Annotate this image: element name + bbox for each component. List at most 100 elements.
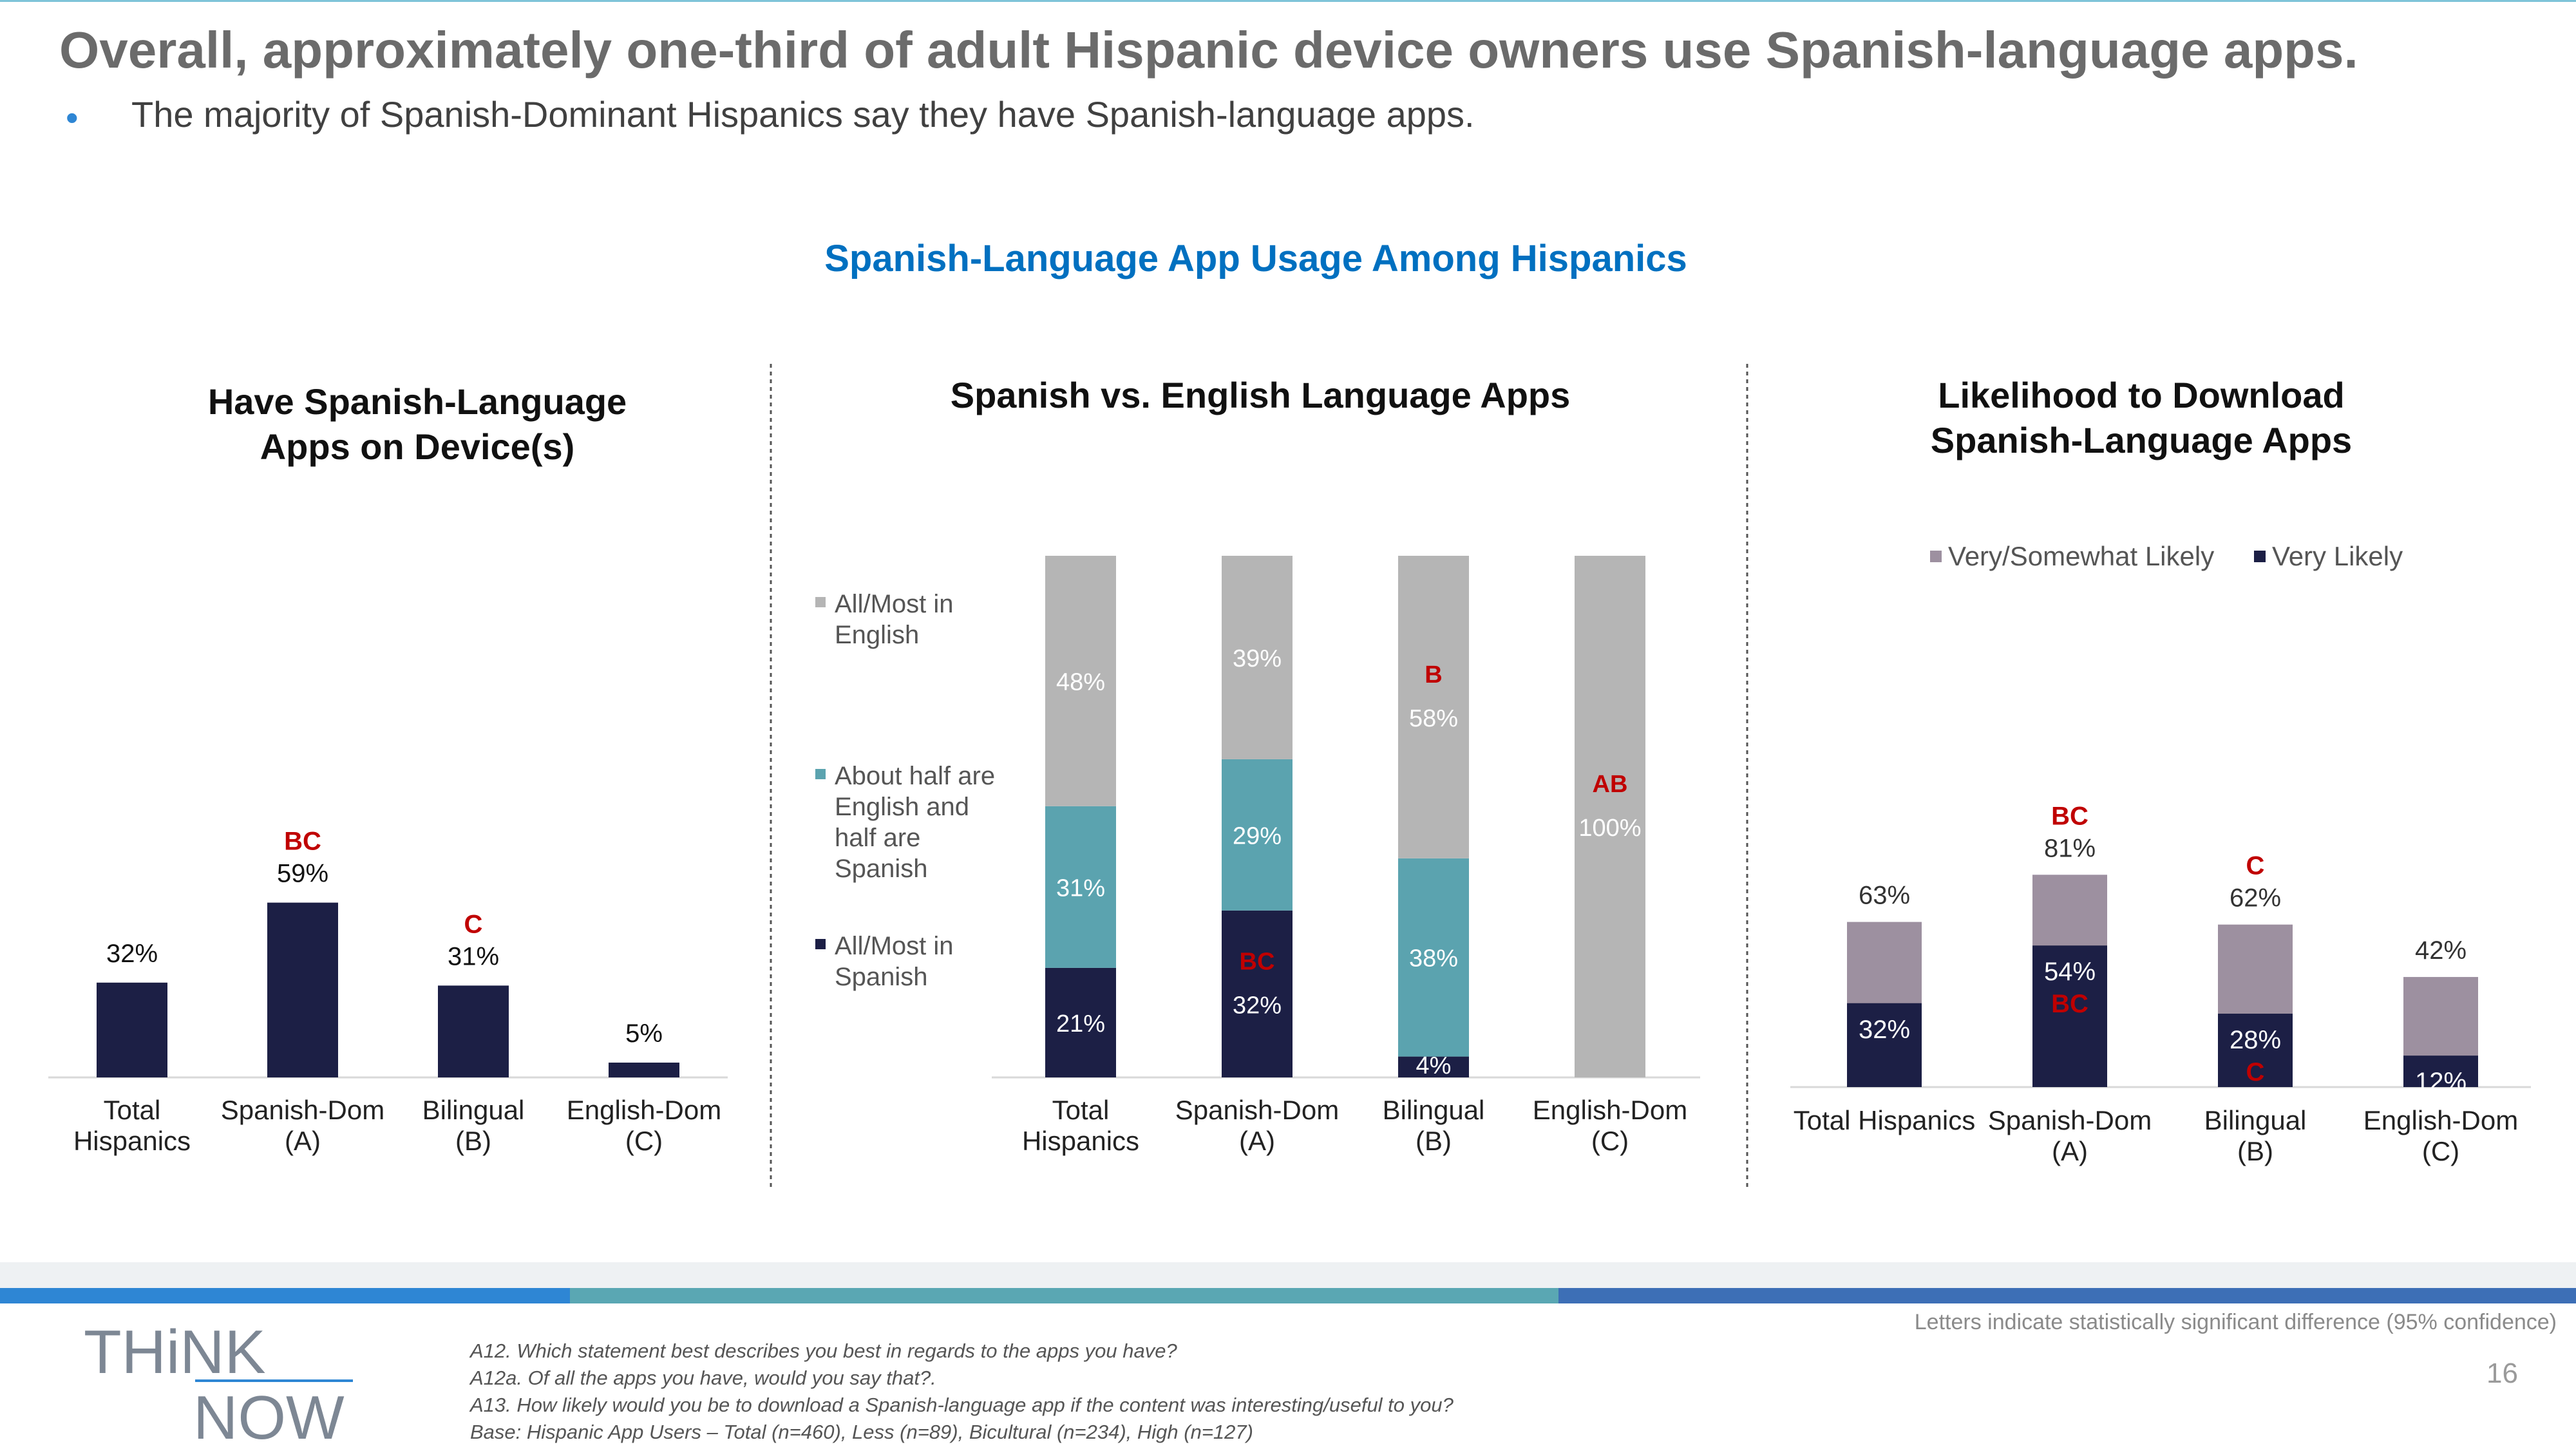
logo-line2: NOW bbox=[193, 1383, 345, 1443]
c2-segment-2-0 bbox=[1045, 556, 1116, 806]
c1-bar-0 bbox=[97, 982, 167, 1077]
c2-segment-2-1 bbox=[1222, 556, 1293, 759]
c3-legend-text-0: Very/Somewhat Likely bbox=[1948, 541, 2214, 571]
c2-segment-2-3 bbox=[1575, 556, 1645, 1077]
c1-bar-1 bbox=[267, 902, 338, 1077]
c2-segment-0-2 bbox=[1398, 1056, 1469, 1077]
c1-category-label-3-0: English-Dom bbox=[567, 1095, 721, 1125]
c3-outer-label-3: 42% bbox=[2415, 936, 2467, 965]
c3-category-label-1-1: (A) bbox=[2052, 1136, 2088, 1166]
c1-value-label-1: 59% bbox=[277, 860, 328, 888]
logo-line1: THiNK bbox=[84, 1318, 266, 1387]
c3-inner-label-3: 12% bbox=[2415, 1068, 2467, 1096]
c1-value-label-2: 31% bbox=[448, 942, 499, 971]
c1-category-label-0-1: Hispanics bbox=[73, 1126, 191, 1156]
footnote-a12: A12. Which statement best describes you … bbox=[470, 1340, 1177, 1362]
c3-bar-inner-1 bbox=[2032, 945, 2107, 1087]
c2-value-label-2-2: 58% bbox=[1409, 705, 1458, 732]
footer-band-blue bbox=[0, 1288, 570, 1303]
c2-category-label-0-0: Total bbox=[1052, 1095, 1110, 1125]
footer-band-teal bbox=[570, 1288, 1558, 1303]
c3-outer-sig-2: C bbox=[2246, 852, 2265, 880]
c1-category-label-0-0: Total bbox=[104, 1095, 161, 1125]
c2-category-label-1-1: (A) bbox=[1239, 1126, 1275, 1156]
c2-value-label-2-1: 39% bbox=[1233, 645, 1282, 672]
c3-category-label-2-0: Bilingual bbox=[2204, 1105, 2307, 1135]
c2-value-label-0-2: 4% bbox=[1416, 1052, 1452, 1079]
c2-category-label-3-0: English-Dom bbox=[1533, 1095, 1687, 1125]
c2-category-label-0-1: Hispanics bbox=[1022, 1126, 1139, 1156]
c2-sig-letter-2-3: AB bbox=[1593, 771, 1628, 798]
c3-bar-inner-2 bbox=[2218, 1014, 2293, 1087]
c2-legend-text-0-1: Spanish bbox=[835, 963, 928, 991]
chart-likelihood-download: Likelihood to Download Spanish-Language A… bbox=[1790, 375, 2531, 1166]
c1-bar-2 bbox=[438, 985, 509, 1077]
page-title: Overall, approximately one-third of adul… bbox=[59, 21, 2358, 79]
c2-sig-letter-2-2: B bbox=[1425, 661, 1442, 688]
c2-segment-0-0 bbox=[1045, 967, 1116, 1077]
c2-segment-1-1 bbox=[1222, 759, 1293, 911]
c2-legend-swatch-0 bbox=[815, 939, 826, 949]
c3-inner-label-1: 54% bbox=[2044, 958, 2096, 986]
c2-legend-text-1-1: English and bbox=[835, 793, 969, 821]
c3-outer-label-0: 63% bbox=[1859, 882, 1910, 910]
c3-outer-label-1: 81% bbox=[2044, 834, 2096, 862]
chart-spanish-vs-english: Spanish vs. English Language Apps 21% 31% 4… bbox=[815, 375, 1700, 1156]
c2-category-label-2-1: (B) bbox=[1416, 1126, 1452, 1156]
c2-segment-0-1 bbox=[1222, 910, 1293, 1077]
c3-legend-text-1: Very Likely bbox=[2272, 541, 2403, 571]
chart-heading: Spanish-Language App Usage Among Hispani… bbox=[824, 238, 1687, 279]
c1-category-label-2-0: Bilingual bbox=[422, 1095, 525, 1125]
bullet-dot: • bbox=[66, 97, 79, 138]
c3-outer-label-2: 62% bbox=[2230, 884, 2281, 913]
c3-inner-label-0: 32% bbox=[1859, 1016, 1910, 1044]
footnote-base: Base: Hispanic App Users – Total (n=460)… bbox=[470, 1421, 1253, 1443]
page-number: 16 bbox=[2486, 1358, 2518, 1389]
c1-sig-letter-2: C bbox=[464, 910, 483, 938]
c2-segment-1-0 bbox=[1045, 806, 1116, 968]
c1-title-line-1: Apps on Device(s) bbox=[260, 426, 575, 467]
c2-value-label-0-1: 32% bbox=[1233, 992, 1282, 1019]
thinknow-logo: THiNK NOW bbox=[84, 1318, 353, 1443]
footer-band-darkblue bbox=[1558, 1288, 2576, 1303]
c1-value-label-3: 5% bbox=[625, 1019, 663, 1048]
footnote-a12a: A12a. Of all the apps you have, would yo… bbox=[470, 1367, 936, 1389]
c2-segment-2-2 bbox=[1398, 556, 1469, 858]
c1-sig-letter-1: BC bbox=[284, 828, 321, 856]
c1-value-label-0: 32% bbox=[106, 940, 158, 968]
c2-legend-swatch-1 bbox=[815, 769, 826, 779]
top-rule bbox=[0, 0, 2576, 2]
c2-value-label-1-2: 38% bbox=[1409, 945, 1458, 972]
c2-value-label-2-0: 48% bbox=[1056, 668, 1105, 696]
c3-inner-sig-1: BC bbox=[2051, 990, 2088, 1018]
c2-segment-1-2 bbox=[1398, 858, 1469, 1057]
c1-category-label-3-1: (C) bbox=[625, 1126, 663, 1156]
c3-category-label-2-1: (B) bbox=[2237, 1136, 2273, 1166]
panel-dividers bbox=[770, 364, 1748, 1188]
significance-note: Letters indicate statistically significa… bbox=[1914, 1310, 2557, 1334]
c3-title-line-1: Spanish-Language Apps bbox=[1931, 420, 2352, 460]
c2-legend-text-2-1: English bbox=[835, 621, 919, 649]
c1-category-label-1-1: (A) bbox=[285, 1126, 321, 1156]
c3-category-label-0-0: Total Hispanics bbox=[1794, 1105, 1975, 1135]
c1-category-label-1-0: Spanish-Dom bbox=[221, 1095, 384, 1125]
c2-legend-text-2-0: All/Most in bbox=[835, 590, 954, 618]
c2-category-label-2-0: Bilingual bbox=[1383, 1095, 1485, 1125]
c3-category-label-1-0: Spanish-Dom bbox=[1988, 1105, 2152, 1135]
c3-outer-sig-1: BC bbox=[2051, 802, 2088, 830]
c2-category-label-1-0: Spanish-Dom bbox=[1175, 1095, 1339, 1125]
c3-bar-inner-3 bbox=[2403, 1056, 2478, 1087]
footnote-a13: A13. How likely would you be to download… bbox=[470, 1394, 1454, 1416]
footer-band-bg bbox=[0, 1262, 2576, 1288]
c1-bar-3 bbox=[609, 1063, 679, 1077]
bullet-text: The majority of Spanish-Dominant Hispani… bbox=[131, 94, 1475, 135]
c2-value-label-2-3: 100% bbox=[1578, 815, 1641, 842]
c2-value-label-0-0: 21% bbox=[1056, 1010, 1105, 1037]
c1-category-label-2-1: (B) bbox=[455, 1126, 491, 1156]
c2-category-label-3-1: (C) bbox=[1591, 1126, 1629, 1156]
c2-title-line-0: Spanish vs. English Language Apps bbox=[951, 375, 1571, 415]
c3-bar-inner-0 bbox=[1847, 1003, 1922, 1087]
c2-value-label-1-0: 31% bbox=[1056, 875, 1105, 902]
